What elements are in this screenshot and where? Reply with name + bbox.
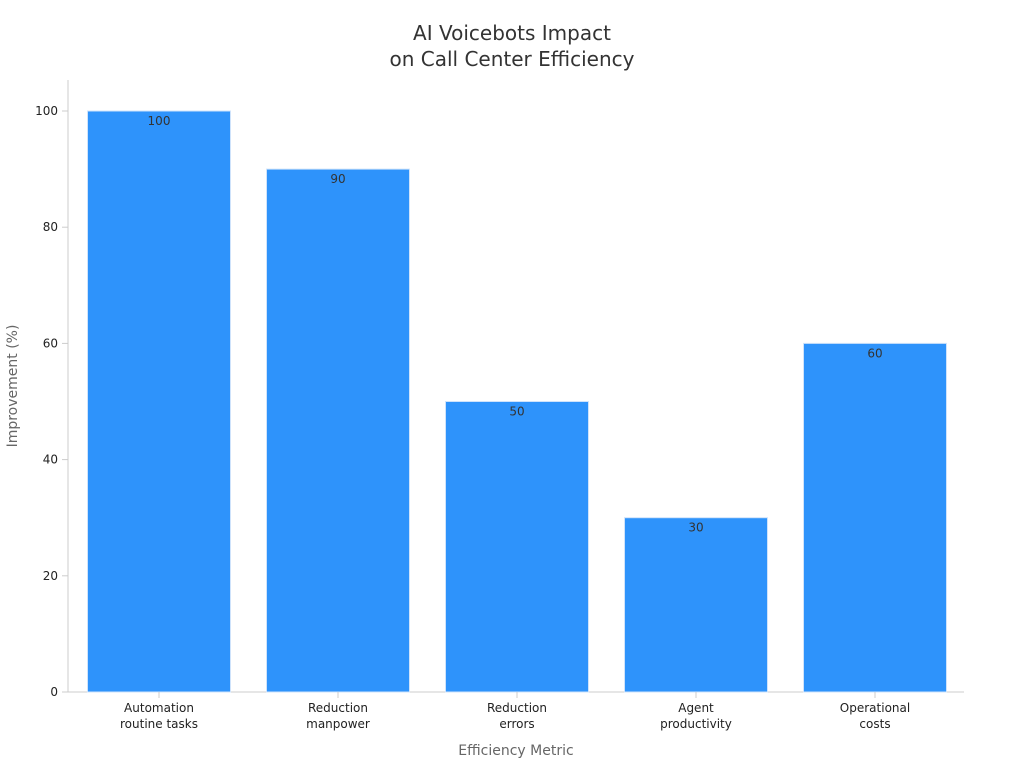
y-axis-label: Improvement (%) bbox=[5, 325, 21, 448]
x-tick-label: routine tasks bbox=[120, 717, 198, 731]
bar-data-label: 60 bbox=[867, 346, 882, 360]
x-tick-label: Automation bbox=[124, 701, 194, 715]
bar-data-label: 30 bbox=[688, 521, 703, 535]
x-tick-label: manpower bbox=[306, 717, 370, 731]
y-tick-label: 60 bbox=[43, 336, 58, 350]
bar bbox=[624, 517, 768, 693]
y-tick-label: 40 bbox=[43, 453, 58, 467]
x-tick-label: Reduction bbox=[487, 701, 547, 715]
chart-title-line-1: AI Voicebots Impact bbox=[413, 21, 611, 45]
y-tick-label: 20 bbox=[43, 569, 58, 583]
x-ticks: Automation routine tasks Reduction manpower… bbox=[120, 692, 910, 731]
x-tick-label: costs bbox=[859, 717, 890, 731]
y-ticks: 0 20 40 60 80 100 bbox=[35, 104, 68, 699]
x-tick-label: Agent bbox=[678, 701, 714, 715]
x-tick-label: errors bbox=[499, 717, 534, 731]
bar bbox=[803, 342, 947, 693]
x-axis-label: Efficiency Metric bbox=[458, 743, 573, 759]
x-tick-label: Operational bbox=[840, 701, 910, 715]
y-tick-label: 100 bbox=[35, 104, 58, 118]
bar bbox=[87, 110, 231, 693]
bar-data-label: 100 bbox=[148, 114, 171, 128]
bar-data-label: 50 bbox=[509, 405, 524, 419]
chart-title-line-2: on Call Center Efficiency bbox=[390, 47, 635, 71]
y-tick-label: 80 bbox=[43, 220, 58, 234]
bar bbox=[266, 168, 410, 693]
y-tick-label: 0 bbox=[50, 685, 58, 699]
x-tick-label: productivity bbox=[660, 717, 732, 731]
bars: 100 90 50 30 60 bbox=[87, 110, 947, 693]
bar-data-label: 90 bbox=[330, 172, 345, 186]
x-tick-label: Reduction bbox=[308, 701, 368, 715]
bar bbox=[445, 401, 589, 693]
